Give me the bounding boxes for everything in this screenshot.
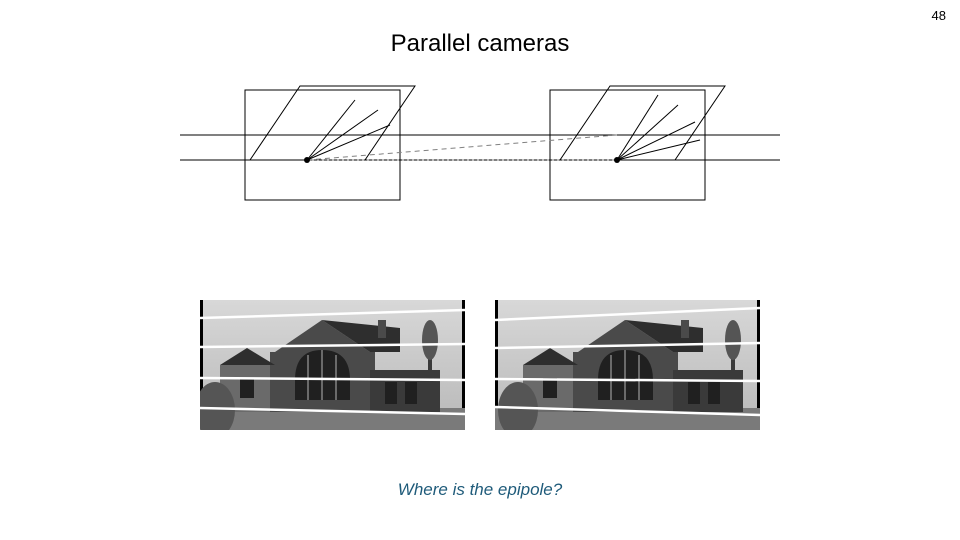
- epipolar-diagram: [180, 80, 780, 220]
- left-stereo-image: [200, 300, 465, 430]
- right-stereo-image: [495, 300, 760, 430]
- slide-title: Parallel cameras: [391, 30, 570, 58]
- stereo-photo-pair: [200, 300, 760, 440]
- question-text: Where is the epipole?: [398, 480, 562, 500]
- page-number: 48: [932, 8, 946, 23]
